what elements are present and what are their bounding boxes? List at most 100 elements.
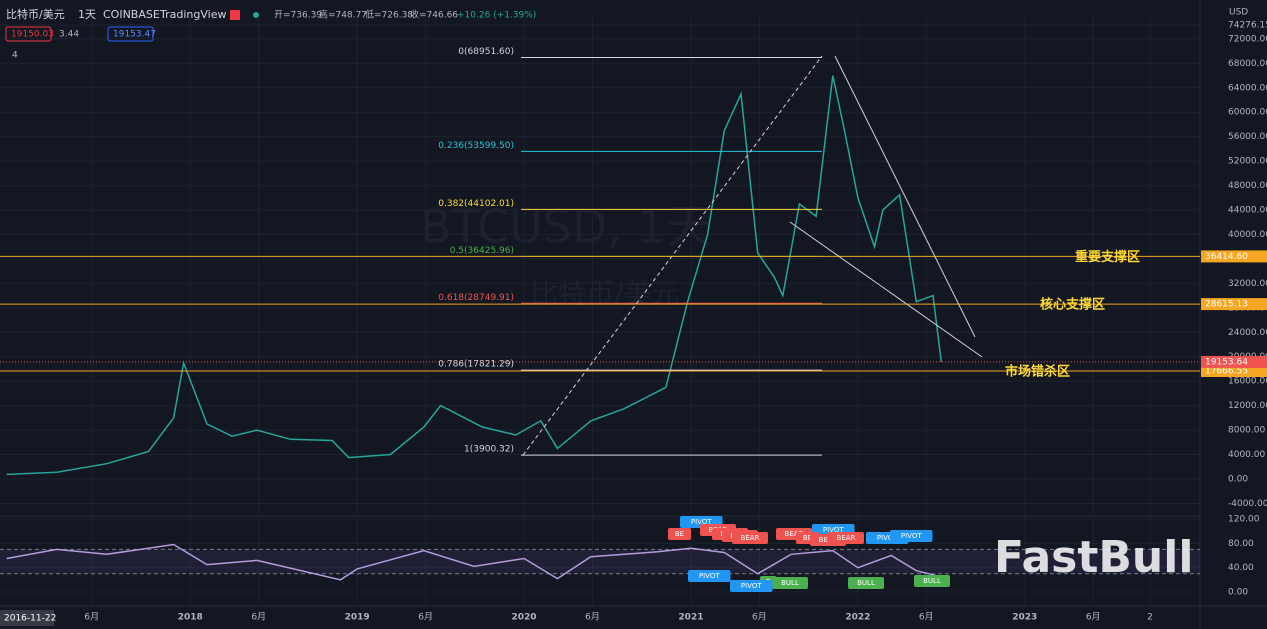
exchange: COINBASE <box>103 8 160 21</box>
fib-label: 0.382(44102.01) <box>438 199 514 209</box>
ohlc-low: 低=726.38 <box>365 9 413 21</box>
y-tick-label: 8000.00 <box>1228 426 1265 436</box>
fib-label: 0.5(36425.96) <box>450 246 514 256</box>
brand: FastBull <box>994 532 1193 583</box>
fib-label: 0(68951.60) <box>458 47 514 57</box>
signal-label: PIVOT <box>741 582 762 590</box>
signal-label: PIVOT <box>901 532 922 540</box>
watermark: BTCUSD, 1天 <box>420 200 712 254</box>
y-tick-label: 80.00 <box>1228 539 1254 549</box>
sell-price: 19150.03 <box>11 30 54 40</box>
fib-label: 0.236(53599.50) <box>438 141 514 151</box>
signal-label: BULL <box>923 577 941 585</box>
price-tag-label: 28615.13 <box>1205 300 1248 310</box>
signal-label: PIVOT <box>877 534 898 542</box>
ohlc-high: 高=748.77 <box>319 9 367 21</box>
y-tick-label: 24000.00 <box>1228 328 1267 338</box>
x-tick-label: 2023 <box>1012 613 1037 623</box>
y-tick-label: -4000.00 <box>1228 499 1267 509</box>
signal-label: BEAR <box>741 534 760 542</box>
fib-label: 0.786(17821.29) <box>438 360 514 370</box>
price-tag <box>1201 250 1267 263</box>
signal-badge <box>914 575 950 587</box>
x-tick-label: 6月 <box>919 612 934 623</box>
x-tick-label: 6月 <box>251 612 266 623</box>
x-tick-label: 2018 <box>178 613 203 623</box>
price-tag-label: 19153.64 <box>1205 357 1248 367</box>
signal-label: BE <box>803 534 812 542</box>
y-tick-label: 74276.15 <box>1228 20 1267 30</box>
signal-label: BEAR <box>785 530 804 538</box>
price-tag-label: 17666.55 <box>1205 367 1248 377</box>
ohlc-open: 开=736.39 <box>274 10 322 21</box>
zone-label: 核心支撑区 <box>1040 297 1105 313</box>
signal-label: BULL <box>857 579 875 587</box>
y-tick-label: 72000.00 <box>1228 34 1267 44</box>
x-tick-label: 2022 <box>845 613 870 623</box>
y-tick-label: 40000.00 <box>1228 230 1267 240</box>
platform: TradingView <box>159 8 226 21</box>
signal-badge <box>848 577 884 589</box>
x-tick-label: 6月 <box>1086 612 1101 623</box>
price-line <box>6 75 943 476</box>
price-line <box>6 543 942 581</box>
price-tag <box>1201 365 1267 378</box>
price-tag <box>1201 298 1267 311</box>
signal-label: BULL <box>781 579 799 587</box>
signal-label: BEAR <box>837 534 856 542</box>
fib-trend <box>522 55 823 456</box>
trend-line <box>834 55 976 338</box>
signal-badge <box>828 532 864 544</box>
y-tick-label: 4000.00 <box>1228 450 1265 460</box>
fib-label: 0.618(28749.91) <box>438 293 514 303</box>
y-tick-label: 60000.00 <box>1228 108 1267 118</box>
currency[interactable]: USD <box>1229 8 1248 18</box>
signal-badge <box>668 528 691 540</box>
alert-icon[interactable] <box>230 10 240 20</box>
indicator-count[interactable]: 4 <box>12 51 18 61</box>
y-tick-label: 0.00 <box>1228 587 1248 597</box>
y-tick-label: 56000.00 <box>1228 132 1267 142</box>
x-tick-label: 2021 <box>678 613 703 623</box>
symbol: 比特币/美元 <box>6 7 65 21</box>
y-tick-label: 16000.00 <box>1228 377 1267 387</box>
trend-line <box>789 221 983 358</box>
x-tick-label: 6月 <box>84 612 99 623</box>
buy-box[interactable] <box>107 26 154 42</box>
crosshair-date-box <box>0 610 54 626</box>
y-tick-label: 40.00 <box>1228 563 1254 573</box>
interval: 1天 <box>78 8 96 21</box>
ohlc-close: 收=746.66 <box>410 9 458 21</box>
buy-price: 19153.47 <box>113 30 156 40</box>
y-tick-label: 44000.00 <box>1228 206 1267 216</box>
y-tick-label: 68000.00 <box>1228 59 1267 69</box>
y-tick-label: 32000.00 <box>1228 279 1267 289</box>
status-dot <box>253 12 259 18</box>
y-tick-label: 52000.00 <box>1228 157 1267 167</box>
price-tag-label: 36414.60 <box>1205 252 1248 262</box>
spread: 3.44 <box>59 30 79 40</box>
signal-label: PIVOT <box>823 526 844 534</box>
price-tag <box>1201 355 1267 368</box>
x-tick-label: 2019 <box>345 613 370 623</box>
x-tick-label: 2 <box>1147 613 1153 623</box>
signal-badge <box>730 580 773 592</box>
y-tick-label: 0.00 <box>1228 474 1248 484</box>
y-tick-label: 48000.00 <box>1228 181 1267 191</box>
x-tick-label: 6月 <box>418 612 433 623</box>
zone-label: 重要支撑区 <box>1075 249 1140 265</box>
x-tick-label: 2020 <box>512 613 537 623</box>
signal-badge <box>688 570 731 582</box>
rsi-band <box>0 549 1200 574</box>
sell-box[interactable] <box>5 26 52 42</box>
zone-label: 市场错杀区 <box>1005 364 1070 380</box>
y-tick-label: 64000.00 <box>1228 83 1267 93</box>
change: +10.26 (+1.39%) <box>457 11 536 21</box>
signal-badge <box>890 530 933 542</box>
y-tick-label: 120.00 <box>1228 515 1260 525</box>
signal-badge <box>772 577 808 589</box>
signal-label: PIVOT <box>699 572 720 580</box>
x-tick-label: 6月 <box>585 612 600 623</box>
